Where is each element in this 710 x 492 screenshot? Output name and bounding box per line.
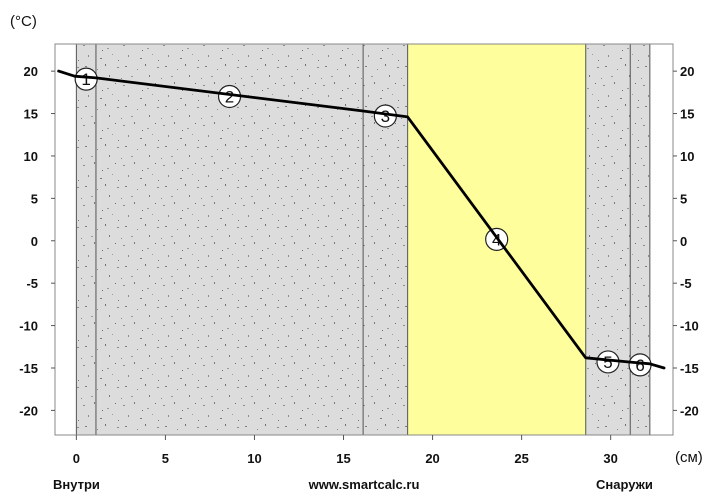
- x-tick-label: 20: [425, 451, 439, 466]
- x-axis-ticks: 0 5 10 15 20 25 30: [73, 435, 618, 466]
- y-tick-label-right: -10: [680, 319, 699, 334]
- y-tick-label-right: 10: [680, 149, 694, 164]
- layer-label-number: 4: [492, 230, 501, 249]
- y-tick-label-left: 15: [24, 107, 38, 122]
- y-tick-label-left: 20: [24, 64, 38, 79]
- layer-bands: [75, 44, 651, 435]
- y-tick-label-right: 5: [680, 191, 687, 206]
- layer-label-number: 3: [381, 107, 390, 126]
- x-tick-label: 25: [514, 451, 528, 466]
- x-tick-label: 5: [162, 451, 169, 466]
- y-tick-label-right: -5: [680, 276, 692, 291]
- x-tick-label: 10: [247, 451, 261, 466]
- y-tick-label-left: 5: [31, 191, 38, 206]
- layer-label-number: 2: [225, 87, 234, 106]
- temperature-profile: [57, 69, 666, 370]
- website-label: www.smartcalc.ru: [308, 477, 420, 492]
- layer-label-number: 5: [603, 353, 612, 372]
- outside-label: Снаружи: [596, 477, 653, 492]
- temperature-line: [57, 69, 666, 370]
- x-tick-label: 15: [336, 451, 350, 466]
- x-axis-unit: (см): [675, 449, 703, 466]
- y-tick-label-left: 0: [31, 234, 38, 249]
- inside-label: Внутри: [53, 477, 100, 492]
- layer-band-6: [630, 44, 650, 435]
- y-tick-label-right: -15: [680, 361, 699, 376]
- x-tick-label: 30: [603, 451, 617, 466]
- layer-band-2: [95, 44, 364, 435]
- y-tick-label-right: 15: [680, 107, 694, 122]
- y-tick-label-left: -20: [19, 403, 38, 418]
- y-tick-label-left: -15: [19, 361, 38, 376]
- y-tick-label-right: -20: [680, 403, 699, 418]
- y-tick-label-right: 20: [680, 64, 694, 79]
- layer-band-5: [585, 44, 631, 435]
- y-tick-label-left: -10: [19, 319, 38, 334]
- y-tick-label-left: 10: [24, 149, 38, 164]
- y-tick-label-left: -5: [26, 276, 38, 291]
- y-axis-unit: (°C): [10, 13, 37, 30]
- layer-band-1: [76, 44, 96, 435]
- layer-band-3: [363, 44, 408, 435]
- layer-label-1: 1: [74, 67, 98, 91]
- x-tick-label: 0: [73, 451, 80, 466]
- y-tick-label-right: 0: [680, 234, 687, 249]
- plot-frame: [54, 43, 674, 436]
- layer-label-number: 1: [81, 70, 90, 89]
- layer-label-number: 6: [635, 356, 644, 375]
